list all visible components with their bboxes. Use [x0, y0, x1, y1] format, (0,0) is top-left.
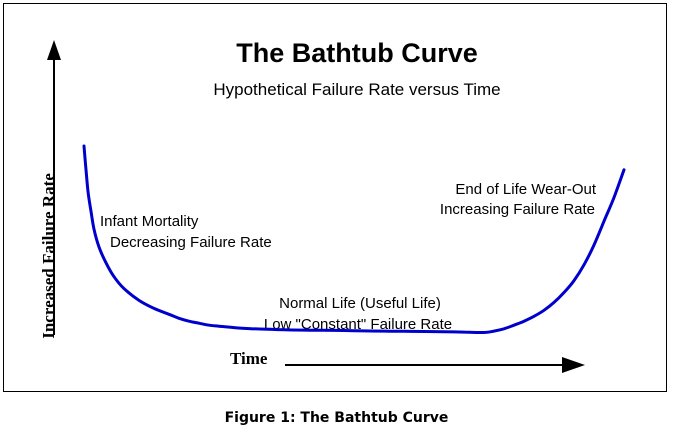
figure-caption: Figure 1: The Bathtub Curve	[224, 410, 449, 426]
x-axis-label: Time	[230, 349, 268, 368]
infant-label-2: Decreasing Failure Rate	[110, 234, 272, 251]
wearout-label-1: End of Life Wear-Out	[455, 181, 596, 198]
bathtub-chart: The Bathtub Curve Hypothetical Failure R…	[39, 38, 626, 373]
chart-title: The Bathtub Curve	[236, 38, 478, 68]
chart-frame	[3, 3, 667, 392]
wearout-label-2: Increasing Failure Rate	[440, 201, 595, 218]
chart-subtitle: Hypothetical Failure Rate versus Time	[213, 80, 500, 99]
normal-label-1: Normal Life (Useful Life)	[279, 295, 441, 312]
failure-rate-curve	[82, 144, 626, 335]
infant-label-1: Infant Mortality	[100, 213, 199, 230]
y-axis-label: Increased Failure Rate	[39, 173, 58, 339]
x-axis-arrowhead	[562, 357, 585, 373]
y-axis-arrowhead	[47, 40, 61, 60]
